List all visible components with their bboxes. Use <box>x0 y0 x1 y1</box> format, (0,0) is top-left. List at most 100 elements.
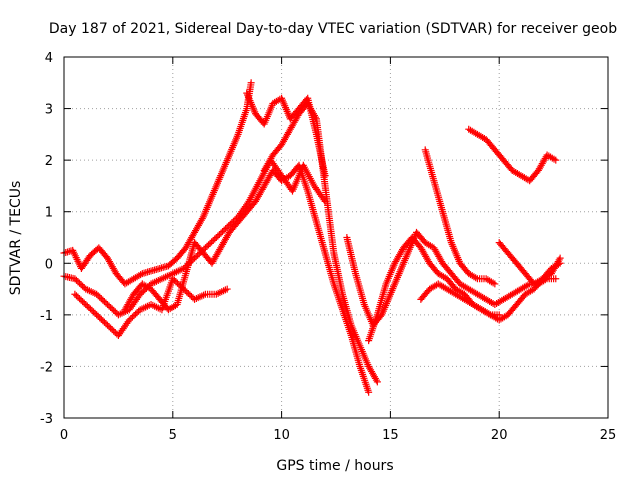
x-tick-label: 20 <box>491 428 508 443</box>
data-point-marker <box>556 254 564 262</box>
x-tick-label: 0 <box>60 428 68 443</box>
data-point-marker <box>211 235 219 243</box>
data-point-marker <box>83 302 91 310</box>
data-point-marker <box>194 251 202 259</box>
data-point-marker <box>79 298 87 306</box>
data-point-marker <box>184 289 192 297</box>
data-point-marker <box>93 290 101 298</box>
data-point-marker <box>72 292 80 300</box>
data-point-marker <box>85 303 93 311</box>
data-point-marker <box>102 320 110 328</box>
data-point-marker <box>139 287 147 295</box>
data-point-marker <box>91 309 99 317</box>
data-point-marker <box>108 326 116 334</box>
series-track-10 <box>417 280 503 319</box>
data-point-marker <box>226 220 234 228</box>
y-tick-label: 4 <box>45 51 53 66</box>
data-point-marker <box>96 314 104 322</box>
data-point-marker <box>86 305 94 313</box>
data-point-marker <box>173 279 181 287</box>
data-point-marker <box>495 311 503 319</box>
data-point-marker <box>552 156 560 164</box>
data-point-marker <box>203 242 211 250</box>
x-axis-label: GPS time / hours <box>276 458 393 474</box>
data-point-marker <box>100 298 108 306</box>
data-point-marker <box>183 288 191 296</box>
data-point-marker <box>225 222 233 230</box>
data-point-marker <box>77 296 85 304</box>
data-points <box>60 79 564 396</box>
data-point-marker <box>105 302 113 310</box>
data-point-marker <box>365 388 373 396</box>
data-point-marker <box>372 376 380 384</box>
data-point-marker <box>130 312 138 320</box>
plot-frame <box>63 56 609 419</box>
data-point-marker <box>170 276 178 284</box>
series-track-12 <box>495 239 564 288</box>
y-tick-label: 0 <box>45 257 53 272</box>
data-point-marker <box>90 308 98 316</box>
data-point-marker <box>110 306 118 314</box>
data-point-marker <box>212 234 220 241</box>
data-point-marker <box>88 306 96 314</box>
data-point-marker <box>102 299 110 307</box>
y-tick-label: 3 <box>45 103 53 118</box>
data-point-marker <box>74 278 82 286</box>
x-tick-label: 25 <box>600 428 617 443</box>
data-point-marker <box>186 291 194 299</box>
series-track-1 <box>60 79 255 288</box>
data-point-marker <box>105 323 113 331</box>
data-point-marker <box>136 290 144 298</box>
data-point-marker <box>220 226 228 234</box>
y-tick-label: -1 <box>40 309 53 324</box>
data-point-marker <box>169 275 177 283</box>
y-tick-labels: -3 -2 -1 0 1 2 3 4 <box>40 51 53 427</box>
data-point-marker <box>72 276 80 284</box>
data-point-marker <box>104 321 112 329</box>
data-point-marker <box>127 315 135 323</box>
x-tick-labels: 0 5 10 15 20 25 <box>60 428 616 443</box>
data-point-marker <box>99 296 107 304</box>
data-point-marker <box>77 281 85 289</box>
data-point-marker <box>71 275 79 283</box>
data-point-marker <box>97 315 105 323</box>
data-point-marker <box>187 292 195 300</box>
data-point-marker <box>219 228 227 236</box>
data-point-marker <box>215 231 223 239</box>
y-tick-label: -2 <box>40 360 53 375</box>
x-tick-label: 10 <box>273 428 290 443</box>
grid <box>64 57 608 418</box>
data-point-marker <box>80 299 88 307</box>
data-point-marker <box>191 254 199 262</box>
data-point-marker <box>555 256 563 264</box>
data-point-marker <box>217 229 225 237</box>
data-point-marker <box>222 225 230 233</box>
data-point-marker <box>133 309 141 317</box>
data-point-marker <box>96 293 104 301</box>
data-point-marker <box>205 241 213 249</box>
series-track-9 <box>421 146 499 288</box>
data-point-marker <box>223 223 231 231</box>
data-point-marker <box>311 113 319 121</box>
data-point-marker <box>107 303 115 311</box>
data-point-marker <box>125 316 133 324</box>
data-point-marker <box>244 199 252 207</box>
data-point-marker <box>111 308 119 316</box>
data-point-marker <box>128 313 136 321</box>
series-track-4 <box>121 161 373 396</box>
series-track-6 <box>260 99 381 386</box>
data-point-marker <box>108 305 116 313</box>
data-point-marker <box>214 232 222 240</box>
data-point-marker <box>201 244 209 252</box>
data-point-marker <box>97 295 105 303</box>
data-point-marker <box>172 278 180 286</box>
ticks <box>63 56 609 419</box>
chart-title: Day 187 of 2021, Sidereal Day-to-day VTE… <box>49 21 617 37</box>
data-point-marker <box>79 282 87 290</box>
data-point-marker <box>104 301 112 309</box>
y-tick-label: -3 <box>40 412 53 427</box>
data-point-marker <box>491 280 499 288</box>
series-track-11 <box>465 125 560 185</box>
y-tick-label: 1 <box>45 206 53 221</box>
